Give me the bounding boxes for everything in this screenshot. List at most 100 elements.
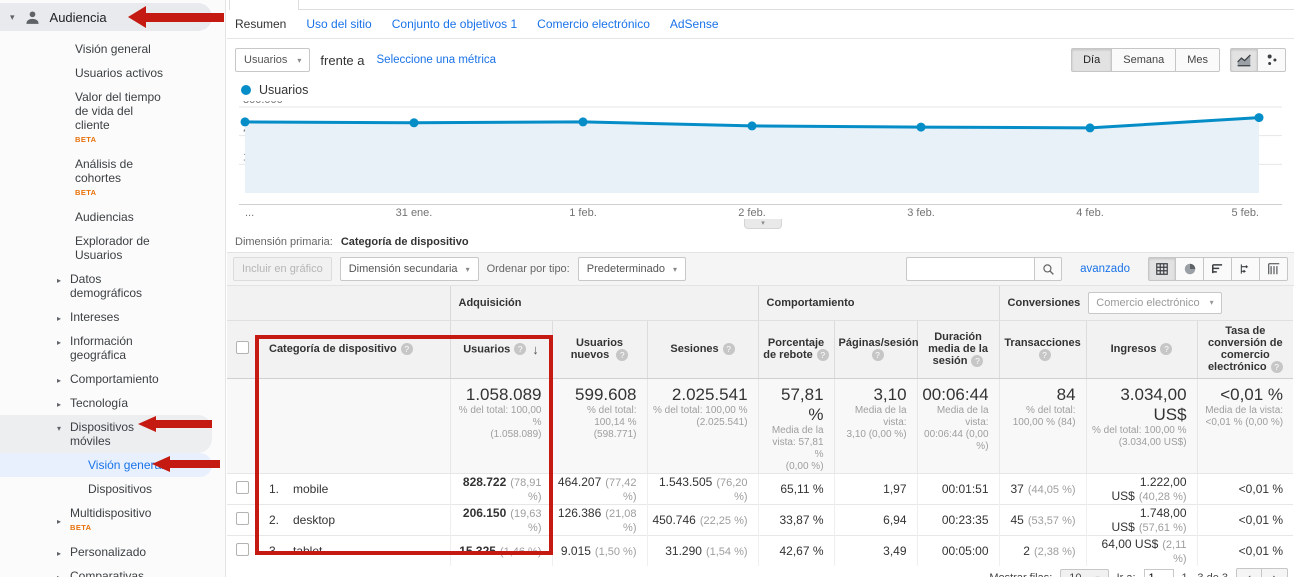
tab-resumen[interactable]: Resumen [235,17,287,31]
sidebar-item-valor-tiempo-vida[interactable]: Valor del tiempo de vida del cliente BETA [0,85,212,152]
help-icon[interactable]: ? [971,355,984,368]
tab-adsense[interactable]: AdSense [669,17,719,31]
comparison-view-button[interactable] [1232,257,1260,281]
timeseries-chart-block: Usuarios 300.000200.000100.000 ... 31 ene… [227,79,1294,230]
column-header-duracion[interactable]: Duración media de la sesión? [916,320,1000,379]
select-all-checkbox[interactable] [235,341,249,354]
help-icon[interactable]: ? [1270,361,1283,374]
chart-x-axis-labels: ... 31 ene. 1 feb. 2 feb. 3 feb. 4 feb. 5 feb. [239,204,1282,219]
annotations-expander[interactable]: ▾ [744,219,782,229]
chart-legend: Usuarios [239,81,1282,101]
sidebar-item-dispositivos-moviles[interactable]: ▾ Dispositivos móviles [0,415,212,453]
row-range-text: 1 - 3 de 3 [1182,572,1228,577]
sidebar-item-audiencias[interactable]: Audiencias [75,210,134,224]
sidebar-item-datos-demograficos[interactable]: ▸ Datos demográficos [57,272,143,300]
prev-page-button[interactable]: ‹ [1236,568,1262,577]
sidebar-item-comparativas[interactable]: ▸Comparativas [0,564,212,577]
performance-view-button[interactable] [1204,257,1232,281]
column-header-rebote[interactable]: Porcentaje de rebote? [757,320,835,379]
help-icon[interactable]: ? [514,343,527,355]
select-metric-link[interactable]: Seleccione una métrica [376,54,497,66]
line-chart-view-button[interactable] [1230,48,1258,72]
granularity-semana-button[interactable]: Semana [1112,48,1177,72]
sidebar-item-comportamiento[interactable]: ▸ Comportamiento [57,372,159,386]
granularity-toggle: Día Semana Mes [1071,48,1220,72]
legend-label: Usuarios [259,83,309,97]
chevron-down-icon: ▾ [465,264,470,274]
sidebar-item-intereses[interactable]: ▸ Intereses [57,310,120,324]
column-header-usuarios[interactable]: Usuarios? ↓ [449,320,552,379]
sidebar-item-informacion-geografica[interactable]: ▸ Información geográfica [57,334,133,362]
column-header-usuarios-nuevos[interactable]: Usuarios nuevos ? [551,320,647,379]
help-icon[interactable]: ? [616,349,629,362]
column-header-sesiones[interactable]: Sesiones? [646,320,759,379]
search-button[interactable] [1034,257,1063,281]
column-header-paginas-sesion[interactable]: Páginas/sesión ? [833,320,919,379]
row-checkbox[interactable] [235,542,249,556]
sidebar-item-tecnologia[interactable]: ▸ Tecnología [57,396,129,410]
column-header-categoria[interactable]: Categoría de dispositivo? [257,320,450,379]
tab-comercio-electronico[interactable]: Comercio electrónico [537,17,650,31]
table-totals-row: 1.058.089% del total: 100,00 % (1.058.089… [227,378,1294,473]
sidebar-section-audiencia[interactable]: ▾ Audiencia [0,3,224,31]
table-view-button[interactable] [1148,257,1176,281]
next-page-button[interactable]: › [1262,568,1288,577]
person-icon [24,9,41,26]
chevron-down-icon: ▾ [57,424,62,433]
chevron-right-icon: ▸ [57,549,62,558]
help-icon[interactable]: ? [871,349,884,362]
group-header-comportamiento: Comportamiento [757,286,1000,321]
sidebar-item-dispositivos[interactable]: Dispositivos [88,482,153,496]
sort-type-dropdown[interactable]: Predeterminado ▾ [577,257,687,281]
secondary-dimension-dropdown[interactable]: Dimensión secundaria ▾ [339,257,479,281]
chevron-down-icon: ▾ [1096,574,1100,577]
table-row-desktop: 2. desktop 206.150 (19,63 %) 126.386 (21,08… [227,503,1294,535]
table-search-input[interactable] [906,257,1035,281]
x-axis-tick: 1 feb. [569,207,597,219]
help-icon[interactable]: ? [400,343,413,356]
help-icon[interactable]: ? [1038,349,1051,362]
conversions-type-dropdown[interactable]: Comercio electrónico ▾ [1088,291,1222,314]
sidebar-item-multidispositivo[interactable]: ▸ Multidispositivo BETA [0,501,212,540]
tab-uso-del-sitio[interactable]: Uso del sitio [306,17,372,31]
sidebar-item-personalizado[interactable]: ▸ Personalizado [57,545,147,559]
scatter-dots-icon [1265,53,1279,67]
advanced-filter-link[interactable]: avanzado [1080,263,1130,275]
chevron-down-icon: ▾ [10,11,15,22]
pivot-icon [1267,262,1281,276]
column-header-transacciones[interactable]: Transacciones ? [998,320,1087,379]
primary-dimension-value[interactable]: Categoría de dispositivo [340,236,469,248]
rows-per-page-dropdown[interactable]: 10 ▾ [1060,569,1109,577]
pivot-view-button[interactable] [1260,257,1288,281]
metric-selector-dropdown[interactable]: Usuarios ▾ [235,48,311,72]
sidebar-item-vision-general[interactable]: Visión general [75,42,151,56]
help-icon[interactable]: ? [1160,343,1173,356]
percentage-view-button[interactable] [1176,257,1204,281]
motion-chart-view-button[interactable] [1258,48,1286,72]
granularity-dia-button[interactable]: Día [1071,48,1113,72]
beta-badge: BETA [70,523,92,532]
row-checkbox[interactable] [235,480,249,494]
vs-label: frente a [320,52,365,68]
device-category-value: desktop [293,512,336,527]
tabstrip [227,0,1294,10]
column-header-ingresos[interactable]: Ingresos? [1085,320,1198,379]
goto-page-input[interactable] [1143,569,1174,577]
line-chart-icon [1236,53,1252,67]
sidebar-item-vision-general-dispositivos[interactable]: Visión general [0,453,220,477]
column-header-tasa-conversion[interactable]: Tasa de conversión de comercio electróni… [1196,320,1294,379]
sidebar-item-usuarios-activos[interactable]: Usuarios activos [75,66,164,80]
search-icon [1042,263,1055,276]
include-in-chart-button[interactable]: Incluir en gráfico [233,257,332,281]
help-icon[interactable]: ? [816,349,829,362]
table-grid-icon [1155,262,1169,276]
help-icon[interactable]: ? [722,343,735,356]
row-checkbox[interactable] [235,511,249,525]
explorador-tab-partial[interactable] [229,0,299,10]
sidebar-item-explorador-usuarios[interactable]: Explorador de Usuarios [75,234,150,262]
sidebar-item-analisis-cohortes[interactable]: Análisis de cohortes BETA [0,152,212,205]
chevron-down-icon: ▾ [673,264,678,274]
tab-conjunto-objetivos[interactable]: Conjunto de objetivos 1 [391,17,518,31]
granularity-mes-button[interactable]: Mes [1176,48,1220,72]
annotation-arrow-dispositivos [138,416,212,432]
